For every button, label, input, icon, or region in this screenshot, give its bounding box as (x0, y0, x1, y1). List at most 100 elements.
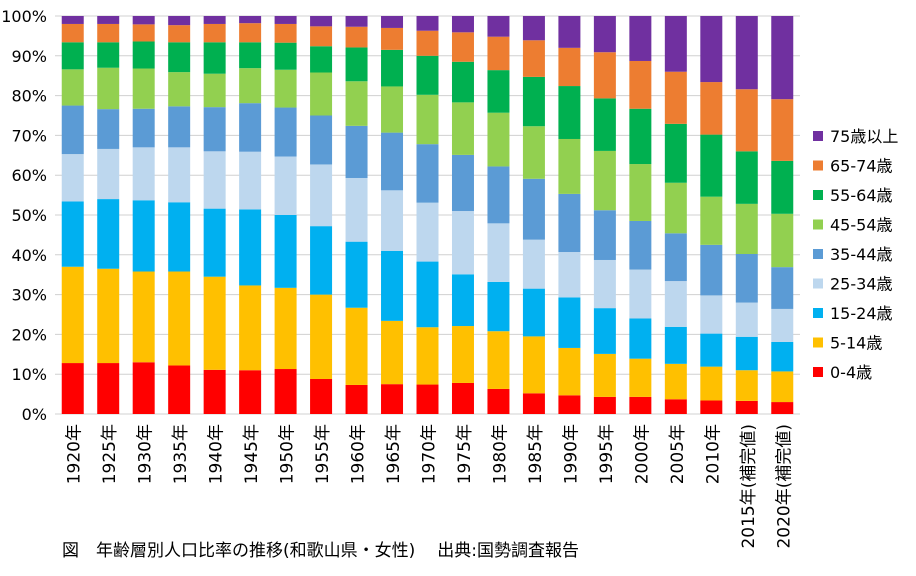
bar-segment (700, 134, 723, 197)
bar-segment (522, 393, 545, 414)
legend-label: 35-44歳 (830, 245, 893, 264)
bar-segment (274, 107, 297, 157)
bar-segment (558, 347, 581, 396)
legend-swatch (813, 131, 823, 141)
y-tick-label: 50% (11, 206, 47, 225)
bar-segment (239, 285, 262, 371)
bar-segment (629, 220, 652, 270)
bar-segment (97, 268, 120, 364)
bar-segment (451, 154, 474, 212)
bar-segment (735, 151, 758, 204)
bar-segment (345, 384, 368, 414)
x-tick-label: 1975年 (455, 424, 475, 484)
bar-segment (416, 30, 439, 56)
bar-segment (735, 254, 758, 303)
bar-segment (558, 138, 581, 194)
bar-segment (381, 27, 404, 50)
x-tick-label: 1935年 (171, 424, 191, 484)
bar-segment (274, 287, 297, 370)
bar-segment (132, 108, 155, 148)
bar-segment (203, 16, 226, 24)
x-tick-label: 1970年 (420, 424, 440, 484)
bar-segment (61, 363, 84, 414)
bar-segment (735, 370, 758, 401)
bar-segment (168, 16, 191, 26)
legend: 75歳以上 65-74歳 55-64歳 45-54歳 35-44歳 25-34歳 15-24… (813, 127, 898, 382)
bar-segment (203, 208, 226, 277)
bar-segment (381, 190, 404, 251)
bar-segment (522, 40, 545, 77)
bar-segment (203, 107, 226, 152)
bar-segment (593, 210, 616, 260)
bars (61, 16, 794, 414)
bar-segment (522, 126, 545, 179)
bar-segment (487, 112, 510, 167)
bar-segment (416, 327, 439, 385)
y-tick-label: 30% (11, 286, 47, 305)
bar-segment (664, 123, 687, 183)
bar-segment (771, 371, 794, 403)
bar-segment (629, 269, 652, 319)
legend-swatch (813, 160, 823, 171)
legend-swatch (813, 190, 823, 200)
bar-segment (345, 125, 368, 178)
x-tick-label: 2000年 (632, 424, 652, 484)
legend-swatch (813, 337, 823, 348)
bar-segment (168, 106, 191, 148)
bar-segment (593, 259, 616, 309)
bar-segment (203, 151, 226, 209)
y-tick-label: 10% (11, 365, 47, 384)
bar-segment (203, 276, 226, 370)
bar-segment (735, 89, 758, 152)
bar-segment (451, 32, 474, 62)
bar-segment (522, 239, 545, 289)
legend-label: 65-74歳 (830, 157, 893, 176)
x-tick-label: 1920年 (65, 424, 85, 484)
legend-label: 5-14歳 (830, 334, 882, 353)
bar-segment (345, 81, 368, 126)
bar-segment (345, 47, 368, 82)
x-tick-label: 1980年 (490, 424, 510, 484)
caption-title: 図 年齢層別人口比率の推移(和歌山県・女性) (62, 541, 416, 561)
legend-label: 0-4歳 (830, 363, 872, 382)
x-axis-tick-labels: 1920年 1925年 1930年 1935年 1940年 1945年 1950年 1955年… (65, 424, 795, 549)
bar-segment (381, 132, 404, 191)
bar-segment (771, 308, 794, 342)
bar-segment (487, 70, 510, 113)
bar-segment (203, 73, 226, 108)
bar-segment (274, 156, 297, 215)
x-tick-label: 1940年 (207, 424, 227, 484)
bar-segment (416, 261, 439, 328)
bar-segment (381, 250, 404, 321)
bar-segment (132, 271, 155, 363)
bar-segment (239, 42, 262, 69)
bar-segment (735, 16, 758, 90)
bar-segment (664, 182, 687, 234)
bar-segment (700, 366, 723, 401)
x-tick-label: 1925年 (100, 424, 120, 484)
bar-segment (132, 362, 155, 414)
bar-segment (558, 297, 581, 348)
bar-segment (97, 148, 120, 200)
bar-segment (771, 99, 794, 161)
y-axis-tick-labels: 0% 10% 20% 30% 40% 50% 60% 70% 80% 90% 100% (1, 7, 47, 424)
bar-segment (558, 86, 581, 139)
bar-segment (203, 369, 226, 414)
bar-segment (700, 82, 723, 135)
bar-segment (593, 16, 616, 53)
bar-segment (203, 23, 226, 43)
legend-swatch (813, 308, 823, 318)
bar-segment (735, 203, 758, 255)
bar-segment (345, 241, 368, 308)
bar-segment (239, 16, 262, 24)
bar-segment (522, 16, 545, 41)
bar-segment (558, 47, 581, 87)
bar-segment (629, 60, 652, 109)
bar-segment (558, 252, 581, 298)
bar-segment (629, 108, 652, 165)
x-tick-label: 1955年 (313, 424, 333, 484)
bar-segment (345, 307, 368, 385)
legend-swatch (813, 367, 823, 377)
bar-segment (416, 202, 439, 262)
y-tick-label: 20% (11, 325, 47, 344)
